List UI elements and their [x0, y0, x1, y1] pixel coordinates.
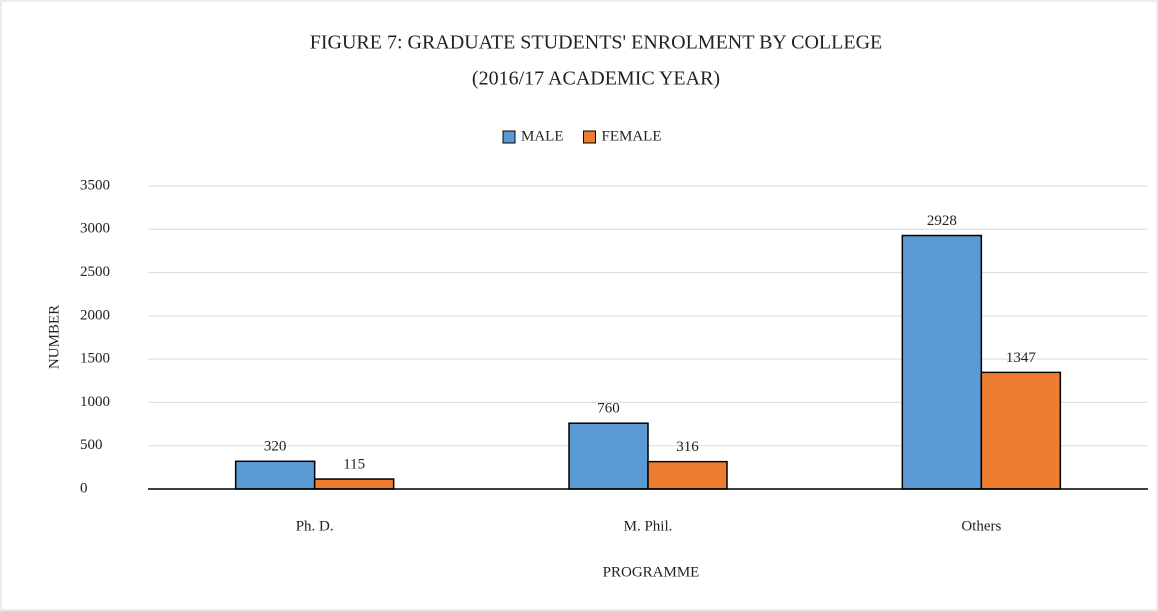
- x-tick-label: Others: [961, 518, 1001, 534]
- data-label: 2928: [927, 213, 957, 229]
- bar: [313, 478, 395, 490]
- y-tick-label: 1500: [80, 351, 110, 367]
- data-label: 320: [264, 439, 287, 455]
- y-tick-label: 1000: [80, 394, 110, 410]
- bar: [901, 234, 983, 490]
- y-axis-label: NUMBER: [46, 305, 62, 369]
- legend-label: FEMALE: [602, 128, 662, 144]
- y-tick-label: 2000: [80, 307, 110, 323]
- data-label: 1347: [1006, 350, 1037, 366]
- legend-label: MALE: [521, 128, 564, 144]
- x-tick-label: M. Phil.: [624, 518, 673, 534]
- chart-title: FIGURE 7: GRADUATE STUDENTS' ENROLMENT B…: [310, 32, 882, 54]
- legend-swatch: [583, 130, 596, 144]
- bar: [647, 460, 728, 490]
- bar: [234, 460, 316, 490]
- data-label: 115: [343, 456, 365, 472]
- y-tick-label: 3500: [80, 177, 110, 193]
- x-tick-label: Ph. D.: [296, 518, 334, 534]
- y-tick-label: 3000: [80, 221, 110, 237]
- y-tick-label: 500: [80, 437, 103, 453]
- legend-swatch: [502, 130, 516, 144]
- bar: [568, 422, 649, 490]
- data-label: 760: [597, 401, 620, 417]
- chart-subtitle: (2016/17 ACADEMIC YEAR): [472, 68, 720, 90]
- x-axis-label: PROGRAMME: [603, 564, 700, 580]
- data-label: 316: [676, 439, 699, 455]
- y-tick-label: 0: [80, 480, 88, 496]
- bar: [980, 371, 1062, 490]
- y-tick-label: 2500: [80, 264, 110, 280]
